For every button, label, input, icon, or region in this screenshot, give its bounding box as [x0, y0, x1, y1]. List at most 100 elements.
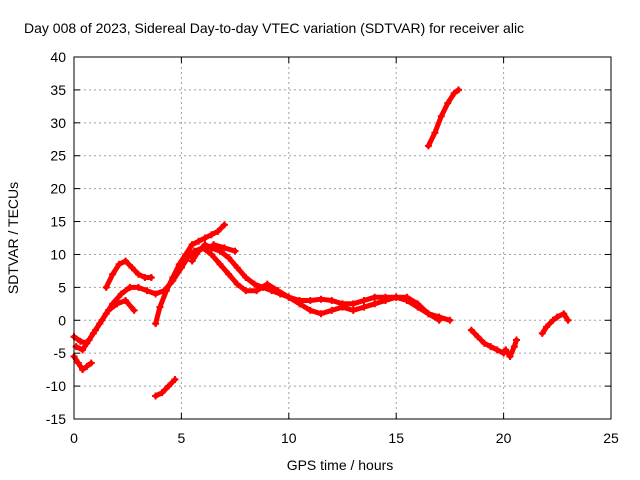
- data-point: [371, 293, 379, 301]
- data-point: [126, 283, 134, 291]
- data-point: [454, 86, 462, 94]
- data-point: [152, 392, 160, 400]
- series-track-g: [70, 352, 95, 374]
- y-tick-label: 25: [50, 148, 66, 164]
- y-tick-label: -5: [54, 345, 67, 361]
- data-point: [152, 320, 160, 328]
- y-tick-label: -10: [46, 378, 66, 394]
- y-tick-label: 10: [50, 246, 66, 262]
- series-track-i: [424, 86, 462, 150]
- data-point: [210, 241, 218, 249]
- series-track-e: [188, 241, 443, 324]
- data-point: [147, 273, 155, 281]
- data-point: [201, 234, 209, 242]
- data-point: [195, 247, 203, 255]
- data-point: [169, 273, 177, 281]
- data-point: [216, 260, 224, 268]
- x-tick-label: 0: [70, 430, 78, 446]
- series-track-d: [152, 221, 228, 328]
- series-layer: [70, 86, 572, 400]
- data-point: [214, 227, 222, 235]
- data-point: [130, 306, 138, 314]
- data-point: [242, 287, 250, 295]
- data-point: [113, 300, 121, 308]
- x-tick-label: 5: [178, 430, 186, 446]
- series-trace: [73, 298, 137, 353]
- data-point: [242, 273, 250, 281]
- data-point: [543, 323, 551, 331]
- data-point: [225, 254, 233, 262]
- data-point: [76, 337, 84, 345]
- series-track-f: [210, 241, 239, 255]
- data-point: [317, 310, 325, 318]
- series-track-h: [152, 376, 179, 400]
- series-track-c: [102, 257, 155, 291]
- data-point: [162, 287, 170, 295]
- data-point: [403, 293, 411, 301]
- data-point: [225, 270, 233, 278]
- x-tick-label: 20: [496, 430, 512, 446]
- data-point: [268, 287, 276, 295]
- data-point: [109, 270, 117, 278]
- data-point: [317, 295, 325, 303]
- plot-frame: [73, 56, 612, 420]
- data-point: [91, 326, 99, 334]
- data-point: [560, 310, 568, 318]
- data-point: [553, 313, 561, 321]
- series-track-b: [72, 297, 138, 354]
- data-point: [285, 293, 293, 301]
- data-point: [122, 257, 130, 265]
- x-tick-label: 10: [281, 430, 297, 446]
- data-point: [83, 362, 91, 370]
- x-axis: 0 5 10 15 20 25: [70, 57, 619, 446]
- data-point: [207, 250, 215, 258]
- data-point: [122, 297, 130, 305]
- data-point: [188, 257, 196, 265]
- series-trace: [153, 377, 178, 399]
- data-point: [424, 310, 432, 318]
- data-point: [306, 306, 314, 314]
- data-point: [381, 297, 389, 305]
- series-trace: [153, 222, 227, 327]
- data-point: [79, 346, 87, 354]
- data-point: [549, 316, 557, 324]
- data-point: [414, 300, 422, 308]
- data-point: [195, 237, 203, 245]
- data-point: [360, 303, 368, 311]
- data-point: [502, 346, 510, 354]
- data-point: [480, 339, 488, 347]
- series-track-k: [502, 336, 520, 360]
- data-point: [339, 303, 346, 311]
- data-point: [85, 336, 93, 344]
- data-point: [220, 244, 228, 252]
- data-point: [156, 303, 164, 311]
- data-point: [424, 142, 432, 150]
- x-tick-label: 25: [603, 430, 619, 446]
- data-point: [510, 343, 518, 351]
- data-point: [506, 352, 514, 360]
- data-point: [538, 329, 546, 337]
- y-tick-label: 5: [58, 279, 66, 295]
- data-point: [450, 89, 458, 97]
- data-point: [165, 382, 173, 390]
- data-point: [134, 270, 142, 278]
- data-point: [74, 359, 82, 367]
- data-point: [360, 297, 368, 305]
- y-tick-label: 30: [50, 115, 66, 131]
- y-tick-label: 35: [50, 82, 66, 98]
- data-point: [276, 290, 284, 298]
- data-point: [493, 346, 501, 354]
- data-point: [233, 264, 241, 272]
- data-point: [152, 290, 160, 298]
- data-point: [446, 316, 454, 324]
- data-point: [250, 280, 258, 288]
- data-point: [444, 99, 452, 107]
- data-point: [79, 366, 87, 374]
- y-axis: -15 -10 -5 0 5 10 15 20 25 30 35 40: [46, 49, 611, 427]
- data-point: [349, 300, 357, 308]
- y-axis-label: SDTVAR / TECUs: [5, 182, 21, 294]
- data-point: [158, 389, 166, 397]
- data-point: [306, 297, 314, 305]
- y-tick-label: -15: [46, 411, 66, 427]
